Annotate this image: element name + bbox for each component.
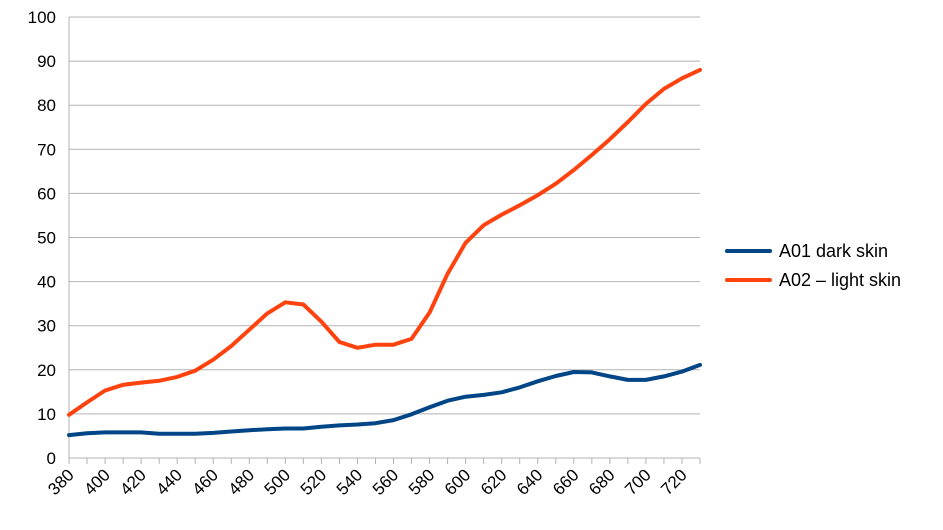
plot-area — [67, 67, 702, 438]
y-tick-label: 80 — [37, 96, 56, 115]
x-tick-label: 580 — [405, 465, 438, 498]
x-tick-label: 700 — [621, 465, 654, 498]
axes — [68, 17, 701, 464]
series-line-2 — [67, 67, 702, 417]
x-axis-tick-labels: 380 400 420 440 460 480 500 520 540 560 580 600 620 6… — [44, 465, 690, 498]
x-tick-label: 620 — [477, 465, 510, 498]
legend-label-1: A01 dark skin — [779, 241, 888, 261]
y-tick-label: 100 — [28, 8, 56, 27]
y-axis-tick-labels: 0 10 20 30 40 50 60 70 80 90 100 — [28, 8, 56, 468]
y-tick-label: 70 — [37, 140, 56, 159]
x-tick-label: 560 — [369, 465, 402, 498]
x-tick-label: 600 — [441, 465, 474, 498]
x-tick-label: 540 — [333, 465, 366, 498]
x-tick-label: 420 — [116, 465, 149, 498]
y-tick-label: 50 — [37, 229, 56, 248]
legend: A01 dark skin A02 – light skin — [725, 241, 901, 290]
x-tick-label: 480 — [225, 465, 258, 498]
legend-label-2: A02 – light skin — [779, 270, 901, 290]
x-tick-label: 500 — [261, 465, 294, 498]
x-tick-label: 720 — [657, 465, 690, 498]
series-line-1 — [67, 362, 702, 438]
x-tick-label: 640 — [513, 465, 546, 498]
x-tick-label: 680 — [585, 465, 618, 498]
x-tick-label: 440 — [153, 465, 186, 498]
x-tick-label: 380 — [44, 465, 77, 498]
y-tick-label: 40 — [37, 273, 56, 292]
x-tick-label: 660 — [549, 465, 582, 498]
y-tick-label: 90 — [37, 52, 56, 71]
gridlines — [69, 16, 700, 415]
x-tick-label: 400 — [80, 465, 113, 498]
y-tick-label: 10 — [37, 405, 56, 424]
x-tick-label: 460 — [189, 465, 222, 498]
y-tick-label: 30 — [37, 317, 56, 336]
y-tick-label: 20 — [37, 361, 56, 380]
y-tick-label: 0 — [47, 449, 56, 468]
y-tick-label: 60 — [37, 184, 56, 203]
x-tick-label: 520 — [297, 465, 330, 498]
